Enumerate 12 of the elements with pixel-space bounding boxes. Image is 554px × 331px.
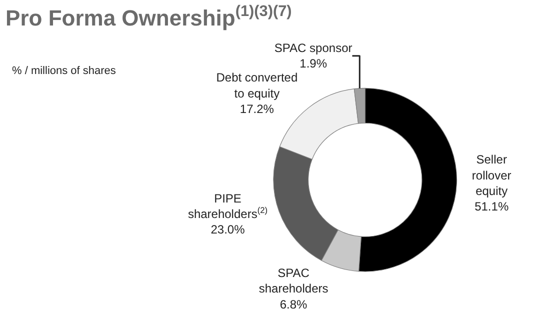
slice-label: Debt converted to equity: [216, 70, 298, 100]
chart-title: Pro Forma Ownership$^{(1)(3)(7)}$: [6, 3, 292, 30]
data-label: 17.2%: [240, 102, 274, 116]
text: % / millions of shares: [12, 65, 116, 77]
data-label: 1.9%: [300, 56, 328, 71]
slice-label: PIPE shareholders$^{(2)}$: [188, 192, 268, 222]
slice-label: Seller rollover equity: [472, 152, 512, 198]
data-label: 6.8%: [280, 297, 308, 312]
slice-label: SPAC sponsor: [274, 41, 352, 56]
slice-label: SPAC shareholders: [258, 266, 328, 296]
data-label: 23.0%: [210, 222, 246, 237]
data-label: 51.1%: [474, 199, 509, 214]
